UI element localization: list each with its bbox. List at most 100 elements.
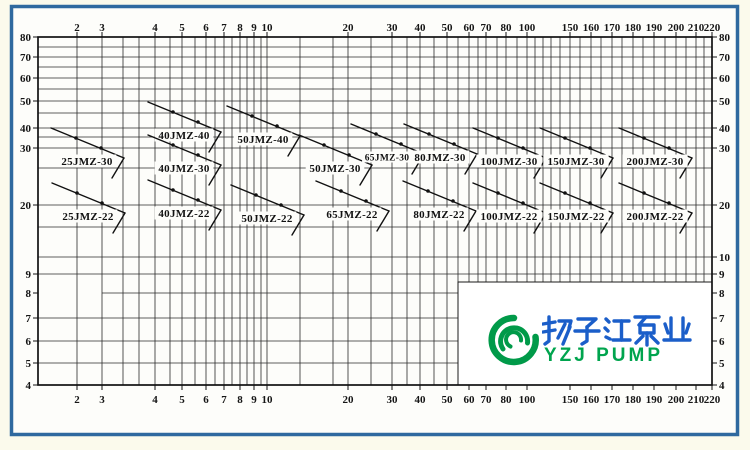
pump-region-label: 100JMZ-30 [480,156,537,168]
yzj-pump-logo: 扬子江泵业 YZJ PUMP [458,282,712,385]
x-tick-label-top: 6 [203,22,209,34]
x-tick-label-top: 40 [415,22,427,34]
x-tick-label-bottom: 220 [704,394,721,406]
y-tick-label-left: 5 [26,358,32,370]
x-axis-top-labels: 2 3 4 5 6 7 8 9 10 20 30 40 50 60 70 80 100 150 160 170 180 1… [74,22,721,37]
y-tick-label-right: 9 [719,269,725,281]
pump-region-label: 25JMZ-22 [62,211,113,223]
x-tick-label-top: 5 [179,22,185,34]
y-tick-label-left: 80 [20,32,32,44]
y-tick-label-right: 10 [719,252,731,264]
pump-region-label: 50JMZ-30 [309,163,360,175]
x-tick-label-top: 10 [262,22,274,34]
x-tick-label-bottom: 30 [387,394,399,406]
x-tick-label-top: 50 [442,22,454,34]
y-tick-label-right: 50 [719,96,731,108]
x-tick-label-bottom: 170 [604,394,621,406]
y-tick-label-right: 8 [719,288,725,300]
pump-region-label: 65JMZ-22 [326,209,377,221]
pump-region-label: 65JMZ-30 [365,154,410,164]
y-tick-label-right: 80 [719,32,731,44]
y-axis-left-labels: 80 70 60 50 40 30 20 9 8 7 6 5 4 [20,32,38,392]
pump-region-label: 150JMZ-30 [547,156,604,168]
logo-chinese-strokes [542,315,692,347]
x-tick-label-top: 20 [343,22,355,34]
y-tick-label-right: 40 [719,123,731,135]
x-tick-label-bottom: 2 [74,394,80,406]
x-tick-label-top: 100 [519,22,536,34]
x-tick-label-bottom: 9 [251,394,257,406]
y-tick-label-right: 6 [719,336,725,348]
y-tick-label-left: 60 [20,73,32,85]
x-tick-label-top: 2 [74,22,80,34]
y-tick-label-left: 30 [20,143,32,155]
y-tick-label-right: 7 [719,313,725,325]
plot-border [37,36,713,386]
x-tick-label-top: 150 [562,22,579,34]
x-tick-label-bottom: 180 [625,394,642,406]
pump-region-label: 40JMZ-22 [158,208,209,220]
swirl-vortex-icon [488,314,539,366]
y-tick-label-right: 30 [719,143,731,155]
x-tick-label-top: 60 [464,22,476,34]
x-tick-label-top: 8 [237,22,243,34]
x-tick-label-bottom: 190 [646,394,663,406]
y-tick-label-left: 4 [26,380,32,392]
y-tick-label-right: 20 [719,200,731,212]
x-tick-label-top: 160 [583,22,600,34]
x-tick-label-bottom: 6 [203,394,209,406]
y-tick-label-left: 6 [26,336,32,348]
pump-region-label: 50JMZ-40 [237,134,288,146]
x-tick-label-top: 220 [704,22,721,34]
x-tick-label-bottom: 40 [415,394,427,406]
pump-region-label: 150JMZ-22 [547,211,604,223]
x-tick-label-bottom: 7 [221,394,227,406]
blue-frame-border [9,4,740,437]
x-tick-label-bottom: 10 [262,394,274,406]
x-tick-label-top: 190 [646,22,663,34]
x-tick-label-bottom: 50 [442,394,454,406]
x-tick-label-top: 4 [152,22,158,34]
x-tick-label-top: 170 [604,22,621,34]
pump-region-label: 200JMZ-22 [626,211,683,223]
x-tick-label-top: 200 [668,22,685,34]
pump-region-label: 100JMZ-22 [480,211,537,223]
y-tick-label-right: 4 [719,380,725,392]
x-tick-label-bottom: 60 [464,394,476,406]
y-tick-label-left: 9 [26,269,32,281]
x-tick-label-bottom: 70 [481,394,493,406]
x-tick-label-bottom: 20 [343,394,355,406]
x-tick-label-bottom: 5 [179,394,185,406]
x-tick-label-bottom: 160 [583,394,600,406]
y-tick-label-right: 60 [719,73,731,85]
pump-region-label: 25JMZ-30 [61,156,112,168]
x-tick-label-bottom: 100 [519,394,536,406]
y-axis-right-labels: 80 70 60 50 40 30 20 10 9 8 7 6 5 4 [712,32,731,392]
pump-regions: 25JMZ-30 25JMZ-22 40JMZ-40 40JMZ-30 40JMZ-22… [50,101,693,236]
x-tick-label-bottom: 80 [501,394,513,406]
x-tick-label-top: 180 [625,22,642,34]
x-tick-label-bottom: 150 [562,394,579,406]
x-tick-label-bottom: 200 [668,394,685,406]
x-tick-label-top: 9 [251,22,257,34]
y-tick-label-left: 7 [26,313,32,325]
pump-region-label: 80JMZ-30 [414,152,465,164]
x-tick-label-top: 210 [688,22,705,34]
x-tick-label-bottom: 4 [152,394,158,406]
x-tick-label-bottom: 210 [688,394,705,406]
y-tick-label-left: 8 [26,288,32,300]
x-tick-label-top: 70 [481,22,493,34]
pump-region-label: 50JMZ-22 [241,213,292,225]
x-tick-label-bottom: 3 [99,394,105,406]
y-tick-label-left: 40 [20,123,32,135]
logo-chinese-text: 扬子江泵业 [458,282,459,283]
y-tick-label-right: 70 [719,52,731,64]
x-axis-bottom-labels: 2 3 4 5 6 7 8 9 10 20 30 40 50 60 70 80 100 150 160 170 180 1… [74,385,721,406]
x-tick-label-top: 7 [221,22,227,34]
pump-region-label: 80JMZ-22 [413,209,464,221]
x-tick-label-bottom: 8 [237,394,243,406]
logo-english-text: YZJ PUMP [544,344,664,367]
x-tick-label-top: 3 [99,22,105,34]
